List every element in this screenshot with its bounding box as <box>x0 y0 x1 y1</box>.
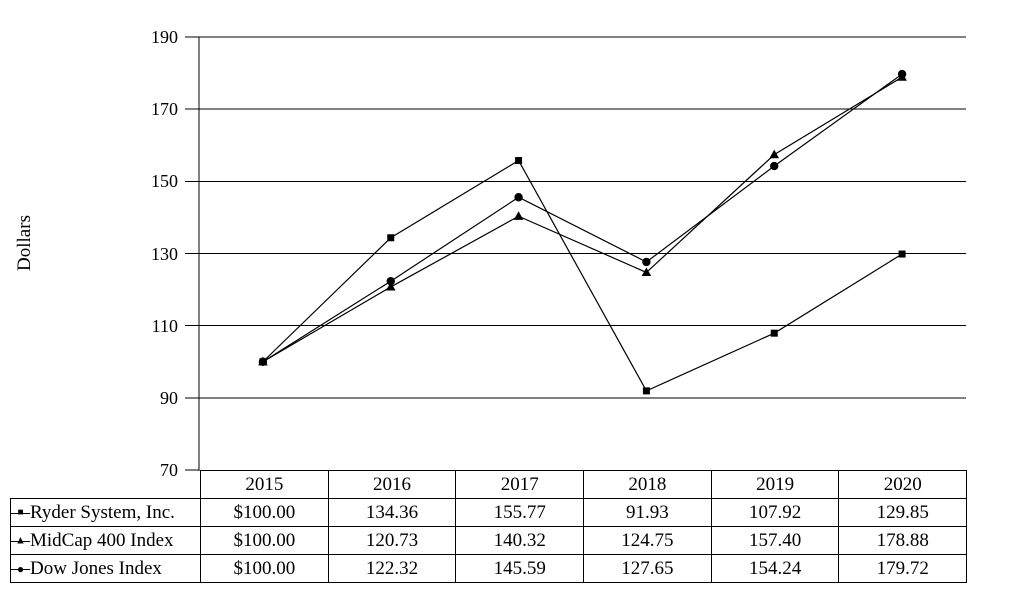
value-cell-ryder-system-inc-2016: 134.36 <box>327 498 457 527</box>
y-tick-label-170: 170 <box>151 99 178 120</box>
y-tick-label-110: 110 <box>151 315 178 336</box>
table-row-midcap-400-index: ▲ MidCap 400 Index $100.00 120.73 140.32 124.… <box>10 526 968 555</box>
triangle-marker-icon: ▲ <box>11 535 30 548</box>
value-cell-ryder-system-inc-2017: 155.77 <box>455 498 585 527</box>
y-axis-title: Dollars <box>14 215 35 271</box>
value-cell-ryder-system-inc-2018: 91.93 <box>583 498 712 527</box>
circle-marker-icon: ● <box>11 563 30 576</box>
legend-line <box>11 512 30 514</box>
legend-glyph: ● <box>16 562 25 576</box>
data-point-dow-jones-index-2020 <box>897 69 907 79</box>
legend-glyph: ■ <box>17 507 24 518</box>
series-line-midcap-400-index <box>262 76 903 363</box>
square-marker-icon: ■ <box>11 507 30 520</box>
legend-line <box>11 568 30 570</box>
data-point-midcap-400-index-2019 <box>769 149 780 159</box>
value-cell-midcap-400-index-2019: 157.40 <box>710 526 840 555</box>
table-header-row: 2015 2016 2017 2018 2019 2020 <box>11 470 968 499</box>
data-point-ryder-system-inc-2016 <box>387 234 395 242</box>
series-label-cell-midcap-400-index: ▲ MidCap 400 Index <box>10 526 201 555</box>
value-cell-midcap-400-index-2020: 178.88 <box>838 526 968 555</box>
legend-line <box>11 540 30 542</box>
table-corner-cell <box>11 471 201 499</box>
data-point-ryder-system-inc-2019 <box>770 329 778 337</box>
y-tick-label-190: 190 <box>151 27 178 47</box>
table-row-ryder-system-inc: ■ Ryder System, Inc. $100.00 134.36 155.77 91… <box>10 498 968 527</box>
series-label-text: MidCap 400 Index <box>30 529 174 551</box>
y-tick-label-150: 150 <box>151 171 178 192</box>
year-header-cell-2020: 2020 <box>838 470 968 499</box>
value-cell-dow-jones-index-2018: 127.65 <box>583 554 712 583</box>
year-header-cell-2016: 2016 <box>327 470 457 499</box>
data-point-dow-jones-index-2017 <box>514 193 523 202</box>
series-label-text: Dow Jones Index <box>30 557 162 579</box>
value-cell-midcap-400-index-2017: 140.32 <box>455 526 585 555</box>
y-tick-label-70: 70 <box>160 460 178 480</box>
value-cell-ryder-system-inc-2020: 129.85 <box>838 498 968 527</box>
data-point-dow-jones-index-2018 <box>642 257 651 267</box>
year-header-cell-2017: 2017 <box>455 470 585 499</box>
data-point-midcap-400-index-2017 <box>513 211 524 220</box>
value-cell-midcap-400-index-2016: 120.73 <box>327 526 457 555</box>
data-point-ryder-system-inc-2018 <box>642 387 650 395</box>
data-point-ryder-system-inc-2017 <box>515 157 523 165</box>
year-header-cell-2015: 2015 <box>200 470 329 499</box>
series-line-dow-jones-index <box>262 73 903 363</box>
data-point-midcap-400-index-2016 <box>385 281 396 291</box>
data-point-dow-jones-index-2016 <box>386 277 395 286</box>
value-cell-midcap-400-index-2018: 124.75 <box>583 526 712 555</box>
legend-glyph: ▲ <box>15 534 26 547</box>
value-cell-ryder-system-inc-2019: 107.92 <box>710 498 840 527</box>
value-cell-dow-jones-index-2016: 122.32 <box>327 554 457 583</box>
value-cell-midcap-400-index-2015: $100.00 <box>200 526 329 555</box>
series-label-cell-ryder-system-inc: ■ Ryder System, Inc. <box>10 498 201 527</box>
year-header-cell-2018: 2018 <box>583 470 712 499</box>
data-point-dow-jones-index-2019 <box>770 161 779 171</box>
value-cell-dow-jones-index-2019: 154.24 <box>710 554 840 583</box>
data-point-midcap-400-index-2018 <box>641 267 652 277</box>
y-tick-label-130: 130 <box>151 243 178 264</box>
year-header-cell-2019: 2019 <box>710 470 840 499</box>
value-cell-dow-jones-index-2015: $100.00 <box>200 554 329 583</box>
value-cell-ryder-system-inc-2015: $100.00 <box>200 498 329 527</box>
table-row-dow-jones-index: ● Dow Jones Index $100.00 122.32 145.59 127.6… <box>10 554 968 583</box>
value-cell-dow-jones-index-2020: 179.72 <box>838 554 968 583</box>
series-label-cell-dow-jones-index: ● Dow Jones Index <box>10 554 201 583</box>
data-point-dow-jones-index-2015 <box>258 357 268 366</box>
y-tick-label-90: 90 <box>160 387 178 408</box>
data-point-ryder-system-inc-2020 <box>898 250 906 258</box>
series-label-text: Ryder System, Inc. <box>30 501 175 523</box>
series-line-ryder-system-inc <box>262 159 903 392</box>
value-cell-dow-jones-index-2017: 145.59 <box>455 554 585 583</box>
data-table: 2015 2016 2017 2018 2019 2020 ■ Ryder System, I… <box>10 470 968 583</box>
